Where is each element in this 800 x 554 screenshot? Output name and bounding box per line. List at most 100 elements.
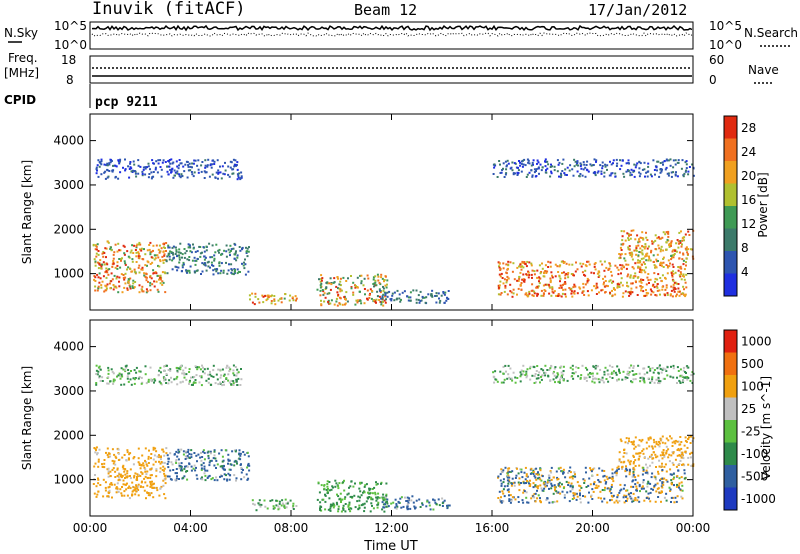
data-cell — [188, 244, 191, 247]
data-cell — [196, 250, 199, 253]
data-cell — [638, 171, 641, 174]
data-cell — [498, 273, 501, 276]
data-cell — [398, 293, 401, 296]
data-cell — [447, 504, 450, 507]
data-cell — [240, 478, 243, 481]
data-cell — [360, 504, 363, 507]
data-cell — [264, 294, 267, 297]
data-cell — [521, 265, 524, 268]
data-cell — [212, 375, 215, 378]
data-cell — [238, 246, 241, 248]
data-cell — [673, 501, 676, 504]
data-cell — [647, 273, 650, 275]
data-cell — [213, 454, 216, 457]
data-cell — [556, 491, 559, 494]
data-cell — [659, 168, 662, 170]
data-cell — [111, 459, 114, 462]
data-cell — [537, 485, 540, 488]
data-cell — [546, 484, 548, 487]
data-cell — [679, 488, 682, 491]
data-cell — [662, 258, 665, 260]
data-cell — [650, 487, 653, 490]
data-cell — [601, 379, 604, 382]
data-cell — [559, 466, 562, 469]
data-cell — [135, 478, 138, 481]
data-cell — [236, 256, 239, 259]
data-cell — [546, 497, 549, 500]
data-cell — [215, 243, 218, 246]
data-cell — [438, 297, 440, 300]
data-cell — [548, 369, 551, 371]
data-cell — [557, 491, 560, 494]
data-cell — [146, 249, 149, 252]
data-cell — [499, 267, 502, 270]
data-cell — [331, 504, 334, 507]
data-cell — [505, 263, 508, 266]
data-cell — [570, 287, 573, 290]
data-cell — [642, 481, 645, 484]
data-cell — [138, 284, 141, 287]
data-cell — [153, 280, 156, 283]
data-cell — [380, 301, 383, 304]
data-cell — [237, 377, 240, 380]
data-cell — [520, 373, 523, 376]
data-cell — [571, 477, 574, 480]
data-cell — [536, 159, 539, 162]
data-cell — [320, 274, 323, 277]
data-cell — [110, 246, 112, 249]
data-cell — [384, 295, 387, 298]
data-cell — [558, 161, 561, 164]
data-cell — [627, 237, 630, 240]
data-cell — [654, 500, 657, 503]
data-cell — [379, 289, 381, 292]
data-cell — [630, 492, 632, 495]
data-cell — [377, 501, 380, 504]
data-cell — [137, 164, 140, 167]
data-cell — [641, 252, 644, 255]
colorbar-frame — [723, 329, 738, 511]
data-cell — [134, 272, 137, 275]
data-cell — [140, 376, 143, 379]
data-cell — [199, 252, 202, 255]
data-cell — [644, 175, 646, 178]
data-cell — [154, 257, 157, 260]
x-tick-label: 20:00 — [575, 521, 610, 535]
data-cell — [149, 168, 151, 171]
data-cell — [547, 163, 550, 166]
data-cell — [363, 277, 366, 280]
data-cell — [155, 450, 158, 453]
data-cell — [518, 277, 521, 280]
data-cell — [141, 454, 144, 457]
data-cell — [508, 500, 511, 502]
data-cell — [673, 281, 676, 284]
data-cell — [220, 475, 223, 478]
data-cell — [642, 290, 645, 293]
data-cell — [115, 486, 118, 489]
data-cell — [163, 454, 166, 457]
data-cell — [503, 290, 506, 293]
data-cell — [138, 474, 141, 477]
data-cell — [150, 250, 153, 253]
data-cell — [232, 247, 235, 250]
data-cell — [201, 364, 203, 367]
data-cell — [126, 375, 129, 378]
data-cell — [277, 508, 280, 511]
data-cell — [213, 479, 216, 482]
data-cell — [682, 463, 685, 466]
data-cell — [620, 230, 623, 233]
data-cell — [188, 269, 191, 272]
data-cell — [650, 175, 653, 178]
data-cell — [188, 457, 191, 459]
data-cell — [123, 286, 126, 289]
data-cell — [276, 499, 279, 502]
data-cell — [661, 368, 664, 371]
data-cell — [683, 172, 686, 175]
data-cell — [530, 273, 533, 276]
data-cell — [667, 439, 670, 442]
data-cell — [655, 378, 658, 381]
data-cell — [110, 280, 113, 283]
data-cell — [564, 281, 567, 283]
data-cell — [546, 270, 549, 273]
data-cell — [237, 371, 240, 374]
data-cell — [631, 266, 634, 269]
